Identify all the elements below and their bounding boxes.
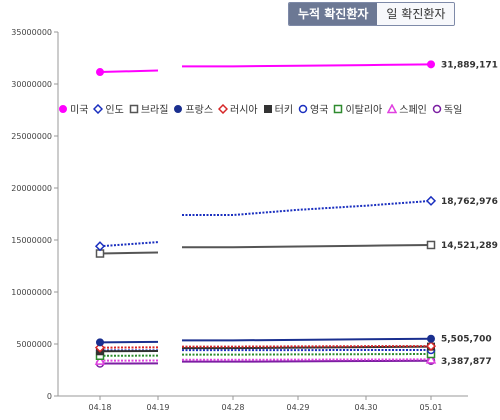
data-point [94, 241, 106, 252]
view-toggle: 누적 확진환자 일 확진환자 [288, 2, 456, 26]
legend-marker [334, 104, 343, 113]
x-tick-label: 05.01 [420, 403, 443, 412]
legend-item-이탈리아[interactable]: 이탈리아 [333, 101, 382, 116]
y-tick-label: 15000000 [11, 236, 52, 245]
legend-label: 영국 [310, 105, 329, 116]
series-인도 [94, 195, 437, 252]
y-tick-label: 25000000 [11, 132, 52, 141]
y-tick-label: 10000000 [11, 288, 52, 297]
y-tick-label: 20000000 [11, 184, 52, 193]
data-point [426, 240, 436, 250]
legend-label: 미국 [70, 105, 89, 116]
legend-marker [432, 104, 442, 113]
data-point [425, 341, 437, 352]
data-label-인도: 18,762,976 [441, 197, 498, 207]
legend-marker [263, 104, 272, 113]
data-point [427, 60, 435, 69]
data-point [425, 195, 437, 206]
data-label-프랑스: 5,505,700 [441, 335, 492, 345]
legend-item-러시아[interactable]: 러시아 [218, 101, 258, 116]
data-label-독일: 3,387,877 [441, 357, 492, 367]
series-line [182, 63, 432, 68]
data-point [425, 353, 437, 364]
legend-label: 이탈리아 [345, 105, 383, 116]
legend-label: 터키 [274, 105, 294, 116]
series-스페인 [94, 353, 437, 365]
series-러시아 [94, 341, 437, 353]
legend-item-브라질[interactable]: 브라질 [129, 101, 169, 116]
x-tick-label: 04.18 [89, 403, 112, 412]
series-line [182, 243, 432, 249]
legend-marker [218, 103, 229, 114]
legend-item-인도[interactable]: 인도 [93, 101, 124, 116]
legend-marker [129, 104, 139, 113]
series-터키 [96, 342, 435, 356]
series-브라질 [95, 240, 436, 258]
series-line [99, 251, 159, 255]
data-point [96, 338, 104, 347]
legend-item-영국[interactable]: 영국 [298, 101, 328, 116]
legend-label: 브라질 [140, 105, 169, 116]
legend-item-독일[interactable]: 독일 [432, 101, 462, 116]
series-line [182, 345, 432, 350]
legend-label: 독일 [443, 105, 463, 116]
y-tick-label: 5000000 [16, 340, 52, 349]
x-tick-label: 04.29 [287, 403, 310, 412]
series-line [182, 352, 432, 356]
legend-label: 스페인 [399, 105, 427, 116]
series-line [182, 359, 432, 363]
series-line [99, 69, 159, 74]
legend-label: 프랑스 [185, 105, 214, 116]
data-label-브라질: 14,521,289 [441, 241, 498, 251]
x-tick-label: 04.28 [222, 403, 245, 412]
chart-legend: 미국 인도 브라질 프랑스 러시아 터키 영국 이탈리아 스페인 독일 [58, 101, 498, 116]
tab-daily-cases[interactable]: 일 확진환자 [377, 3, 455, 25]
legend-item-터키[interactable]: 터키 [263, 101, 293, 116]
legend-marker [59, 104, 67, 113]
data-point [427, 334, 435, 343]
legend-marker [387, 103, 398, 113]
legend-marker [174, 104, 183, 113]
series-미국 [96, 60, 435, 77]
legend-label: 인도 [105, 105, 124, 116]
legend-marker [93, 103, 104, 114]
series-독일 [95, 356, 436, 368]
legend-label: 러시아 [230, 105, 258, 116]
legend-item-스페인[interactable]: 스페인 [387, 101, 427, 116]
legend-marker [298, 104, 308, 113]
series-line [182, 345, 432, 348]
legend-item-미국[interactable]: 미국 [58, 101, 88, 116]
y-tick-label: 0 [47, 392, 52, 401]
series-line [182, 337, 432, 342]
legend-item-프랑스[interactable]: 프랑스 [173, 101, 213, 116]
x-tick-label: 04.19 [147, 403, 170, 412]
series-line [99, 241, 159, 248]
data-point [94, 355, 106, 365]
x-tick-label: 04.30 [355, 403, 378, 412]
tab-cumulative-cases[interactable]: 누적 확진환자 [289, 3, 378, 25]
y-tick-label: 35000000 [11, 28, 52, 37]
y-tick-label: 30000000 [11, 80, 52, 89]
data-label-미국: 31,889,171 [441, 60, 498, 70]
series-line [182, 199, 432, 217]
series-프랑스 [96, 334, 435, 347]
data-point [96, 68, 104, 77]
